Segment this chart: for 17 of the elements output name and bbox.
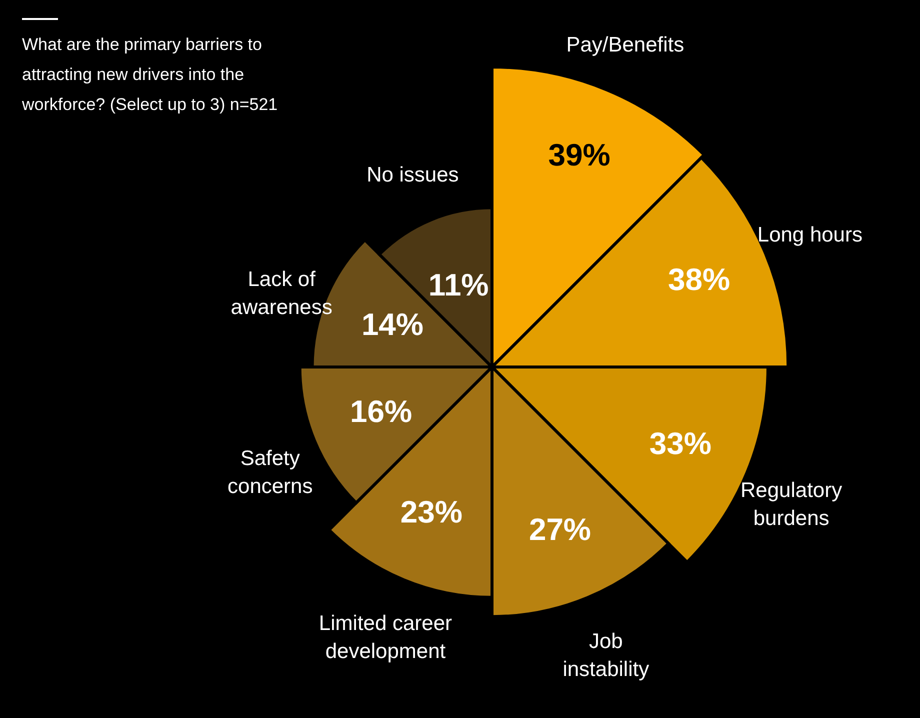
text: What are the primary barriers to attracting new drivers into the workforce? (Select up to 3) n=521 bbox=[22, 34, 279, 116]
data-label: 23% bbox=[400, 494, 462, 530]
data-label: 33% bbox=[649, 426, 712, 462]
data-label: 27% bbox=[528, 512, 591, 548]
data-label: 11% bbox=[428, 267, 489, 302]
category-label: Regulatory burdens bbox=[740, 478, 843, 530]
data-label: 16% bbox=[350, 394, 412, 429]
category-label: Limited career development bbox=[318, 612, 452, 664]
category-label: No issues bbox=[366, 163, 459, 186]
category-label: Safety concerns bbox=[228, 446, 313, 498]
category-label: Long hours bbox=[757, 223, 862, 246]
category-label: Lack of awareness bbox=[230, 268, 332, 319]
data-label: 39% bbox=[548, 137, 610, 172]
category-label: Job instability bbox=[562, 630, 650, 681]
category-label: Pay/Benefits bbox=[566, 33, 684, 56]
data-label: 14% bbox=[361, 306, 424, 342]
data-label: 38% bbox=[668, 262, 730, 298]
